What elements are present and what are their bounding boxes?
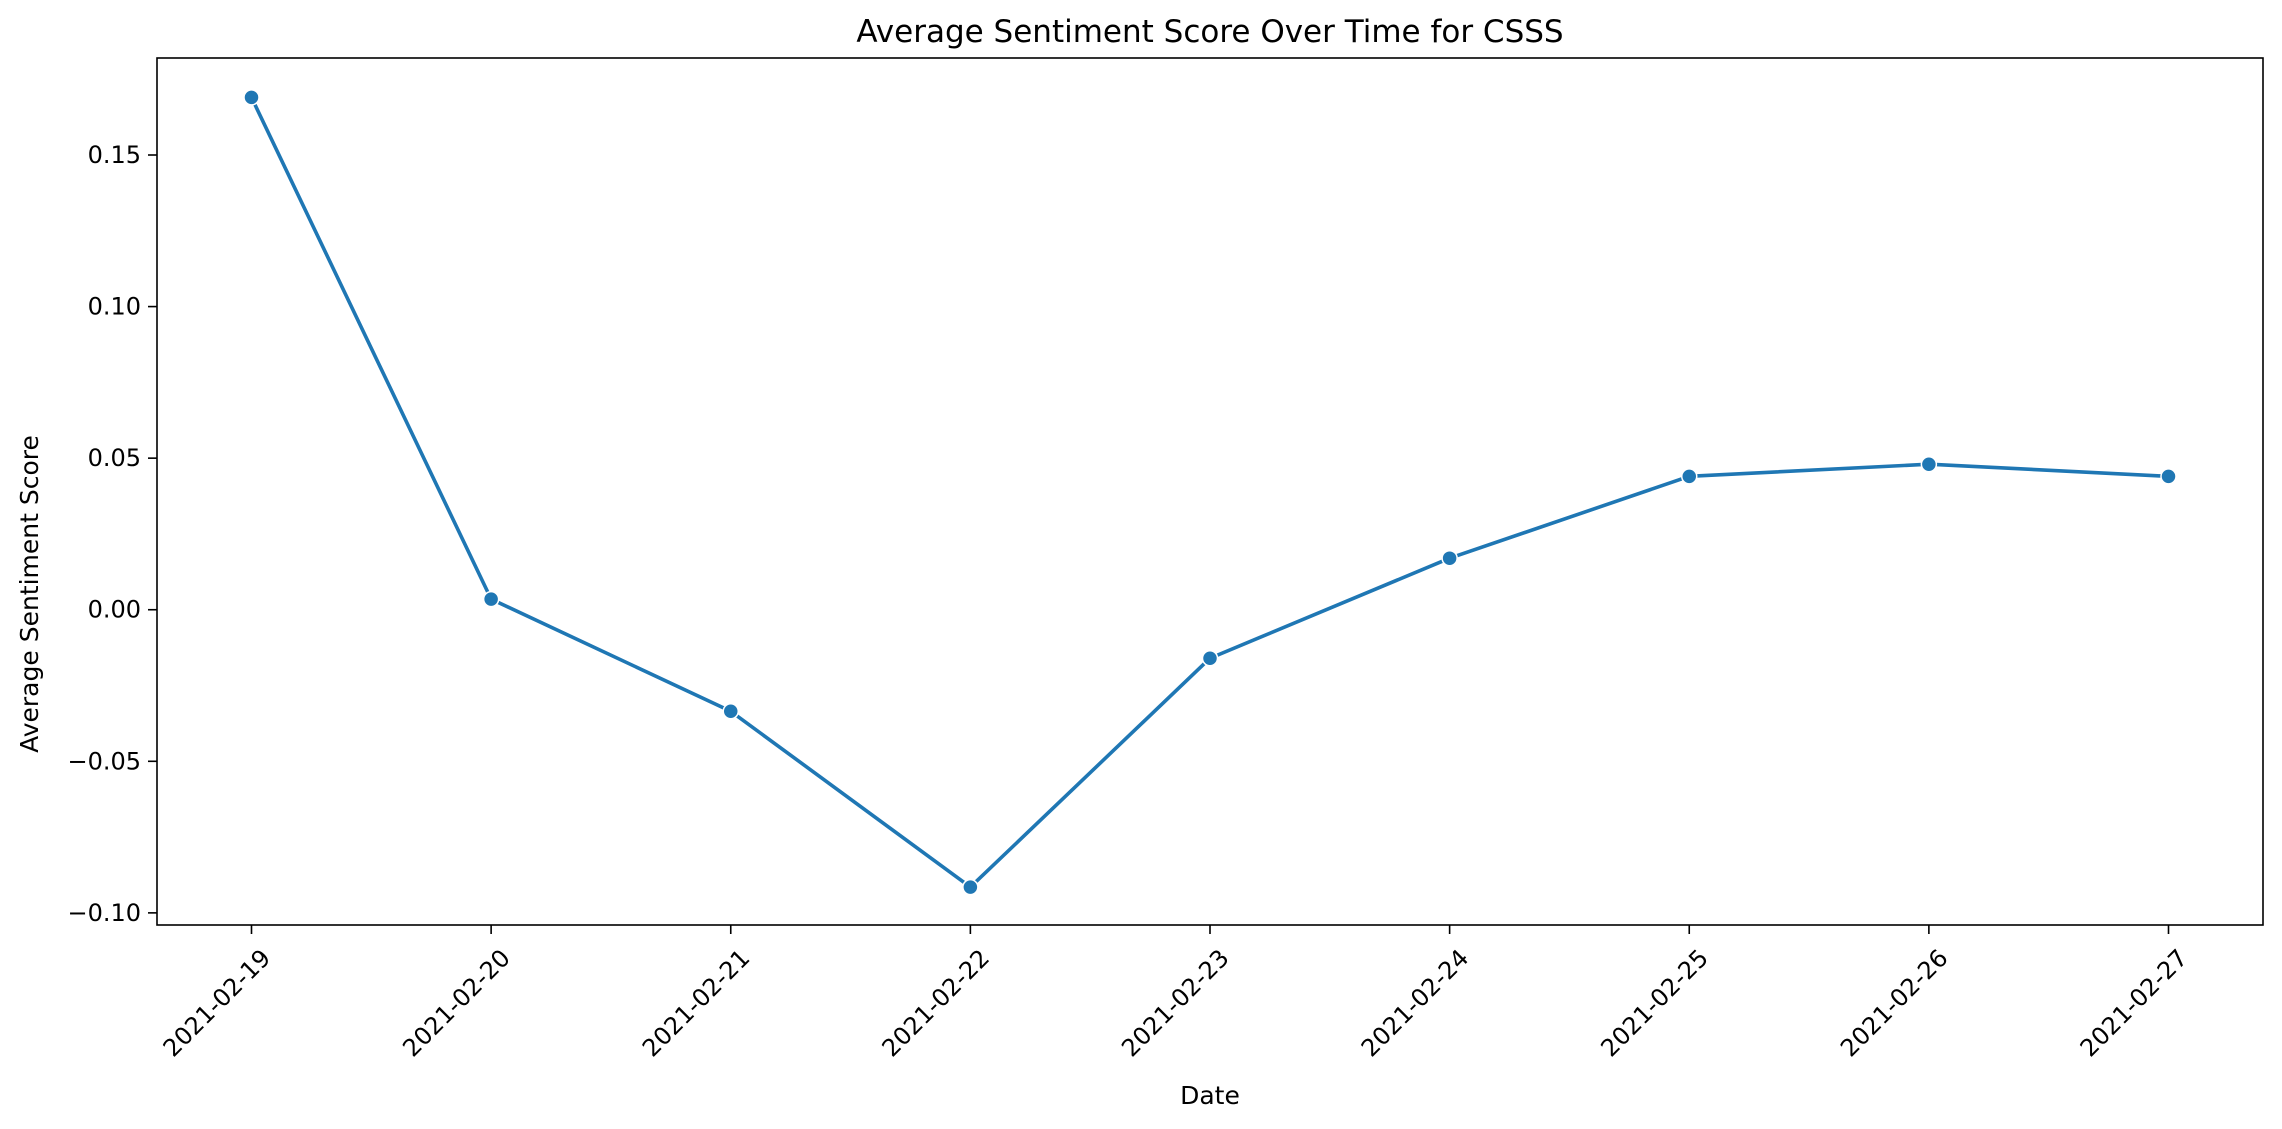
x-tick-label: 2021-02-22 [877, 944, 995, 1062]
data-point [722, 703, 739, 720]
data-point [1681, 468, 1698, 485]
series-line [249, 95, 2171, 889]
y-tick-label: 0.00 [88, 596, 141, 624]
x-axis-label: Date [1180, 1081, 1240, 1110]
x-tick-label: 2021-02-23 [1116, 944, 1234, 1062]
x-tick-label: 2021-02-24 [1356, 944, 1474, 1062]
data-point [2160, 468, 2177, 485]
data-point [243, 89, 260, 106]
x-tick-label: 2021-02-26 [1835, 944, 1953, 1062]
x-tick-label: 2021-02-19 [158, 944, 276, 1062]
y-axis-label: Average Sentiment Score [15, 435, 44, 753]
x-tick-label: 2021-02-21 [637, 944, 755, 1062]
data-point [482, 590, 500, 608]
y-axis: −0.10 −0.05 0.00 0.05 0.10 0.15 [67, 141, 157, 927]
y-tick-label: 0.10 [88, 293, 141, 321]
data-point [1920, 455, 1938, 473]
data-point [1441, 549, 1458, 567]
y-tick-label: 0.05 [88, 444, 141, 472]
plot-frame [156, 57, 2264, 926]
x-tick-label: 2021-02-25 [1596, 944, 1714, 1062]
data-point [962, 878, 979, 896]
data-point [1201, 649, 1219, 667]
y-tick-label: −0.10 [67, 899, 141, 927]
chart-title: Average Sentiment Score Over Time for CS… [856, 14, 1563, 50]
y-tick-label: 0.15 [88, 141, 141, 169]
plot-area [243, 89, 2177, 896]
x-axis: 2021-02-19 2021-02-20 2021-02-21 2021-02-22… [158, 925, 2193, 1062]
y-tick-label: −0.05 [67, 747, 141, 775]
x-tick-label: 2021-02-27 [2075, 944, 2193, 1062]
x-tick-label: 2021-02-20 [397, 944, 515, 1062]
